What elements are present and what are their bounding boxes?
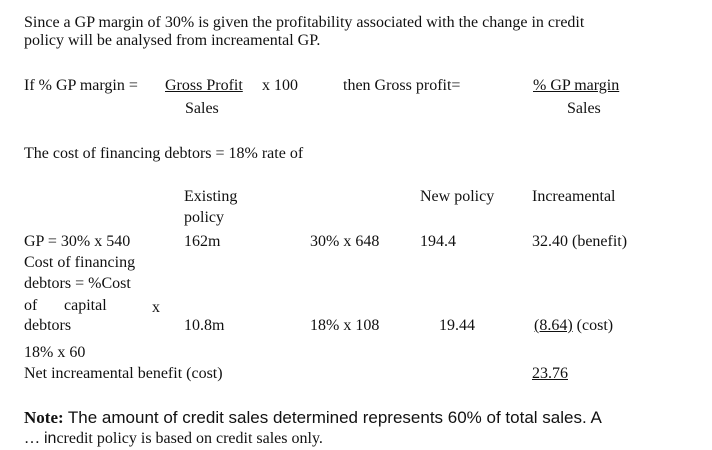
formula-denominator: Sales: [185, 100, 219, 117]
cost-row-label-line-2: debtors = %Cost: [24, 275, 131, 292]
cost-row-label-line-4: debtors: [24, 317, 72, 334]
cost-row-new-policy: 19.44: [439, 317, 475, 334]
cost-row-calc: 18% x 108: [310, 317, 380, 334]
note-text-2b: credit policy is based on credit sales o…: [56, 430, 323, 447]
intro-line-2: policy will be analysed from increamenta…: [24, 32, 321, 49]
cost-row-label-line-5: 18% x 60: [24, 344, 86, 361]
header-new-policy: New policy: [420, 188, 495, 205]
cost-row-label-line-3a: of: [24, 297, 38, 314]
note-line-1: Note: The amount of credit sales determi…: [24, 408, 602, 428]
note-text-2a: in: [44, 430, 57, 447]
formula-numerator: Gross Profit: [165, 77, 243, 94]
cost-row-increamental: (8.64) (cost): [534, 317, 613, 335]
gp-row-new-policy: 194.4: [420, 233, 456, 250]
gp-row-increamental: 32.40 (benefit): [532, 233, 628, 250]
gp-row-existing: 162m: [184, 233, 221, 250]
cost-row-increamental-suffix: (cost): [576, 317, 614, 334]
cost-row-label-line-1: Cost of financing: [24, 254, 136, 271]
formula-middle-text: then Gross profit=: [343, 77, 461, 94]
note-text-1: The amount of credit sales determined re…: [67, 408, 602, 427]
note-line-2: … incredit policy is based on credit sal…: [24, 430, 323, 448]
cost-row-increamental-value: (8.64): [534, 317, 573, 334]
note-label: Note:: [24, 408, 64, 427]
formula-right-denominator: Sales: [567, 100, 601, 117]
formula-right-numerator: % GP margin: [533, 77, 620, 94]
formula-multiplier: x 100: [262, 77, 298, 94]
net-row-value: 23.76: [532, 365, 568, 382]
intro-line-1: Since a GP margin of 30% is given the pr…: [24, 14, 585, 31]
formula-prefix: If % GP margin =: [24, 77, 138, 94]
gp-row-label: GP = 30% x 540: [24, 233, 131, 250]
cost-row-existing: 10.8m: [184, 317, 225, 334]
net-row-label: Net increamental benefit (cost): [24, 365, 223, 382]
note-ellipsis: …: [24, 430, 40, 447]
cost-financing-line: The cost of financing debtors = 18% rate…: [24, 145, 304, 162]
cost-row-label-line-3b: capital: [64, 297, 107, 314]
header-existing-line-2: policy: [184, 209, 224, 226]
header-existing-line-1: Existing: [184, 188, 238, 205]
header-increamental: Increamental: [532, 188, 616, 205]
cost-row-label-line-3c: x: [152, 299, 160, 316]
gp-row-calc: 30% x 648: [310, 233, 380, 250]
